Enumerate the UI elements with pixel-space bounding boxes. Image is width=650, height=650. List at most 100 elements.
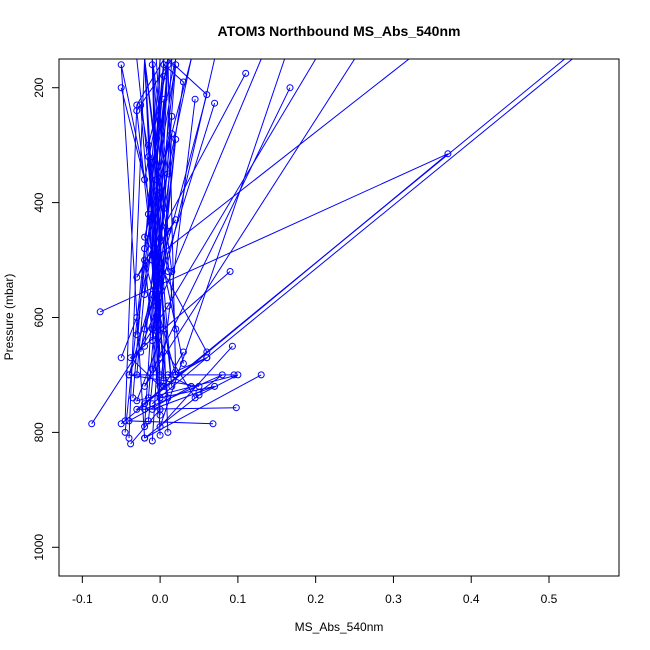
data-point <box>156 285 164 293</box>
data-point <box>133 273 141 281</box>
y-axis-label: Pressure (mbar) <box>2 274 16 361</box>
data-point <box>144 153 152 161</box>
x-tick-label: 0.4 <box>463 592 480 606</box>
data-point <box>88 420 96 428</box>
data-point <box>179 348 187 356</box>
data-point <box>164 227 172 235</box>
y-tick-label: 400 <box>32 192 46 212</box>
x-tick-label: 0.2 <box>307 592 324 606</box>
data-point <box>228 342 236 350</box>
data-point <box>168 268 176 275</box>
data-point <box>257 371 265 379</box>
data-point <box>230 371 238 379</box>
series-line <box>147 59 169 421</box>
y-tick-label: 200 <box>32 77 46 97</box>
data-point <box>133 331 141 339</box>
data-point <box>117 84 125 92</box>
series-line <box>135 59 565 410</box>
series-line <box>151 59 216 399</box>
data-point <box>209 420 217 428</box>
series-line <box>127 59 573 425</box>
data-point <box>96 308 104 316</box>
series-line <box>124 59 165 421</box>
y-tick-label: 800 <box>32 422 46 442</box>
data-point <box>191 394 199 402</box>
data-point <box>148 61 156 69</box>
series-line <box>130 59 177 445</box>
data-point <box>160 382 168 390</box>
data-point <box>164 268 172 275</box>
data-point <box>121 428 129 436</box>
data-point <box>179 78 187 86</box>
data-point <box>137 101 145 109</box>
series-line <box>136 59 410 278</box>
data-point <box>179 360 187 367</box>
series-line <box>144 374 223 410</box>
series-line <box>99 153 449 425</box>
data-point <box>133 371 141 379</box>
data-point <box>172 371 180 379</box>
data-point <box>211 99 219 107</box>
data-point <box>444 150 452 158</box>
axes-layer: -0.1 0.0 0.1 0.2 0.3 0.4 0.5 200 400 600 800 1000 <box>32 77 558 606</box>
data-point <box>148 337 156 344</box>
series-line <box>144 59 208 353</box>
data-point <box>191 95 199 103</box>
data-point <box>133 107 141 115</box>
data-point <box>125 434 133 442</box>
data-point <box>203 354 211 362</box>
data-point <box>226 268 234 275</box>
x-tick-label: 0.5 <box>541 592 558 606</box>
data-point <box>156 431 164 439</box>
series-line <box>144 59 173 398</box>
data-point <box>234 371 242 379</box>
data-point <box>117 354 125 362</box>
data-point <box>137 348 145 356</box>
data-point <box>141 400 149 408</box>
data-point <box>195 388 203 396</box>
data-point <box>121 417 129 425</box>
x-axis-label: MS_Abs_540nm <box>295 620 384 634</box>
data-point <box>148 365 156 373</box>
data-point <box>141 342 149 350</box>
data-point <box>172 325 180 333</box>
data-point <box>286 84 294 92</box>
data-point <box>148 437 156 445</box>
series-line <box>151 357 208 405</box>
data-point <box>211 382 219 390</box>
plot-frame <box>58 58 620 577</box>
data-point <box>232 404 240 412</box>
data-point <box>168 382 176 390</box>
data-point <box>144 417 152 425</box>
data-point <box>133 405 141 413</box>
data-point <box>218 371 226 379</box>
data-point <box>117 61 125 69</box>
data-point <box>242 69 250 77</box>
data-point <box>164 61 172 69</box>
series-line <box>136 59 173 387</box>
data-point <box>148 325 156 333</box>
data-point <box>141 233 149 241</box>
series-line <box>144 59 177 387</box>
x-tick-label: 0.0 <box>152 592 169 606</box>
series-line <box>151 64 169 433</box>
x-tick-label: 0.3 <box>385 592 402 606</box>
y-tick-label: 600 <box>32 307 46 327</box>
data-layer <box>88 59 573 448</box>
series-line <box>144 351 184 405</box>
x-tick-label: -0.1 <box>72 592 93 606</box>
data-point <box>164 428 172 436</box>
x-tick-label: 0.1 <box>230 592 247 606</box>
data-point <box>160 72 168 80</box>
data-point <box>172 135 180 143</box>
data-point <box>156 411 164 419</box>
data-point <box>141 434 149 442</box>
y-tick-label: 1000 <box>32 534 46 561</box>
data-point <box>129 394 137 402</box>
data-point <box>141 423 149 431</box>
chart-title: ATOM3 Northbound MS_Abs_540nm <box>218 23 461 39</box>
data-point <box>156 394 164 402</box>
data-point <box>141 245 149 253</box>
